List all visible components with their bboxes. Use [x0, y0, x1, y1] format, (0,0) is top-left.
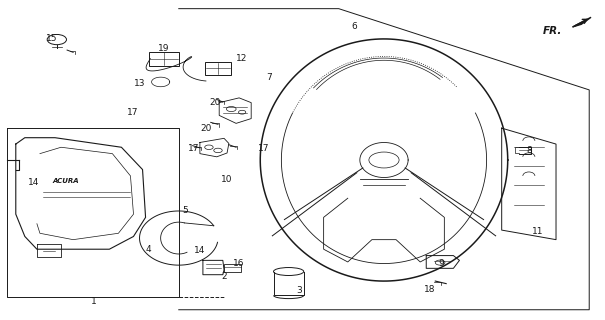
Text: 13: 13	[134, 79, 145, 88]
Text: ACURA: ACURA	[52, 178, 79, 184]
Text: 16: 16	[234, 259, 245, 268]
Text: 17: 17	[188, 144, 200, 153]
Text: 15: 15	[46, 35, 57, 44]
Bar	[224, 264, 241, 271]
Text: 11: 11	[532, 227, 544, 236]
Text: FR.: FR.	[543, 26, 562, 36]
Text: 17: 17	[258, 144, 269, 153]
Text: 18: 18	[424, 284, 435, 293]
Text: 4: 4	[146, 245, 151, 254]
Text: 14: 14	[28, 178, 39, 187]
Text: 2: 2	[221, 272, 227, 281]
Text: 20: 20	[209, 98, 221, 107]
Text: 14: 14	[194, 246, 206, 255]
Text: 10: 10	[221, 175, 233, 184]
Text: 9: 9	[439, 259, 444, 268]
Text: 8: 8	[526, 146, 532, 155]
Polygon shape	[573, 17, 591, 27]
Text: 5: 5	[182, 206, 188, 215]
Text: 6: 6	[351, 22, 357, 31]
Text: 7: 7	[266, 73, 272, 82]
Text: 3: 3	[296, 286, 302, 295]
Text: 20: 20	[200, 124, 212, 132]
Text: 1: 1	[91, 297, 97, 306]
Text: 19: 19	[158, 44, 169, 53]
Text: 12: 12	[237, 53, 248, 62]
Text: 17: 17	[126, 108, 138, 117]
